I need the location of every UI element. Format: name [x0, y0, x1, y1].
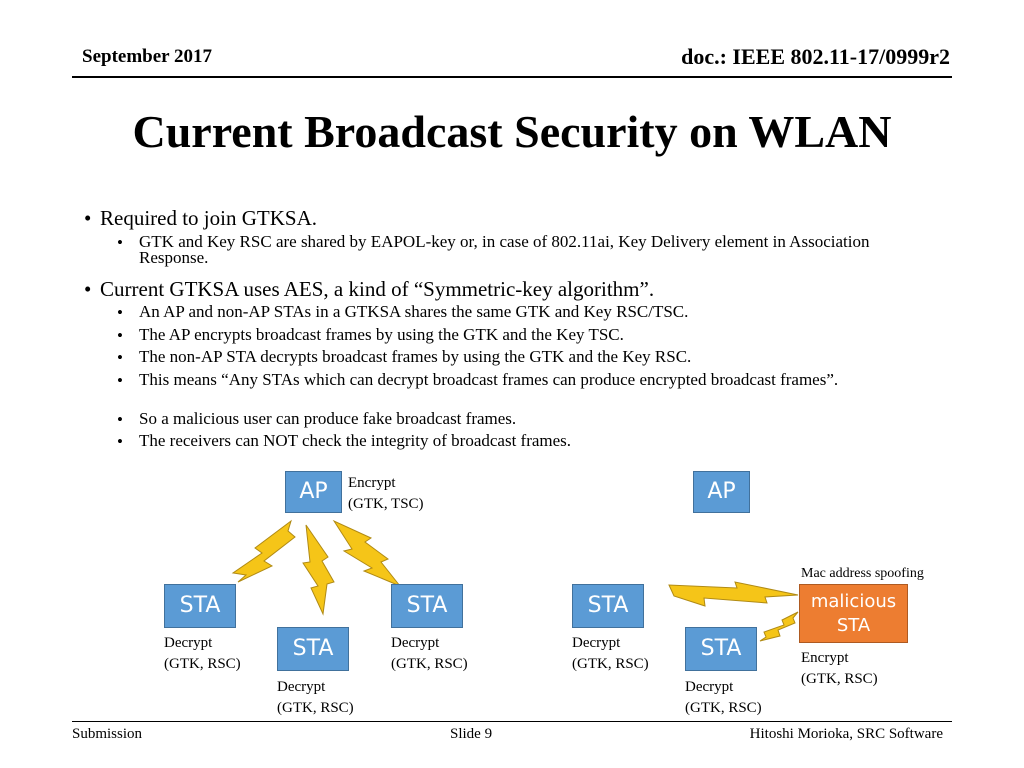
bullet-2-sub-5-text: So a malicious user can produce fake bro…: [139, 409, 517, 428]
bullet-1-sub-1-text: GTK and Key RSC are shared by EAPOL-key …: [139, 232, 870, 267]
bolt-ap-to-sta-center-icon: [302, 524, 335, 616]
slide-title: Current Broadcast Security on WLAN: [132, 106, 892, 157]
bullet-2-sub-2-text: The AP encrypts broadcast frames by usin…: [139, 325, 624, 344]
footer-submission: Submission: [72, 726, 143, 742]
sta-node-left-2: STA: [277, 627, 349, 671]
bolt-ap-to-sta-left-icon: [231, 519, 296, 583]
malicious-label-2: STA: [836, 614, 871, 636]
ap-node-right: AP: [693, 471, 750, 513]
ap-node-left: AP: [285, 471, 342, 513]
malicious-caption: Encrypt (GTK, RSC): [801, 650, 878, 687]
footer-rule: [72, 721, 952, 722]
footer-author: Hitoshi Morioka, SRC Software: [749, 726, 943, 742]
sta-caption-left-2: Decrypt (GTK, RSC): [277, 679, 354, 716]
bolt-spoof-to-sta-icon: [668, 581, 799, 607]
ap-caption-left: Encrypt (GTK, TSC): [348, 475, 424, 512]
bullet-2-sub-3-text: The non-AP STA decrypts broadcast frames…: [139, 347, 692, 366]
bullet-1-text: Required to join GTKSA.: [100, 206, 317, 230]
bullet-2-text: Current GTKSA uses AES, a kind of “Symme…: [100, 277, 655, 301]
header-doc-id: doc.: IEEE 802.11-17/0999r2: [681, 44, 950, 69]
malicious-sta-node: malicious STA: [799, 584, 908, 643]
bullet-2-sub-6-text: The receivers can NOT check the integrit…: [139, 431, 572, 450]
bullet-2-sub-1-text: An AP and non-AP STAs in a GTKSA shares …: [139, 302, 689, 321]
sta-caption-left-3: Decrypt (GTK, RSC): [391, 635, 468, 672]
sta-node-right-1: STA: [572, 584, 644, 628]
malicious-label-1: malicious: [810, 590, 897, 612]
bolt-ap-to-sta-right-icon: [332, 519, 402, 588]
bullet-2-sub-4-text: This means “Any STAs which can decrypt b…: [139, 370, 839, 389]
sta-caption-right-2: Decrypt (GTK, RSC): [685, 679, 762, 716]
spoof-label: Mac address spoofing: [801, 566, 924, 581]
sta-node-right-2: STA: [685, 627, 757, 671]
sta-caption-left-1: Decrypt (GTK, RSC): [164, 635, 241, 672]
sta-caption-right-1: Decrypt (GTK, RSC): [572, 635, 649, 672]
bolt-malicious-to-sta-icon: [759, 611, 799, 642]
header-rule: [72, 76, 952, 78]
sta-node-left-1: STA: [164, 584, 236, 628]
sta-node-left-3: STA: [391, 584, 463, 628]
footer-slide-number: Slide 9: [450, 726, 493, 742]
header-date: September 2017: [82, 46, 212, 67]
